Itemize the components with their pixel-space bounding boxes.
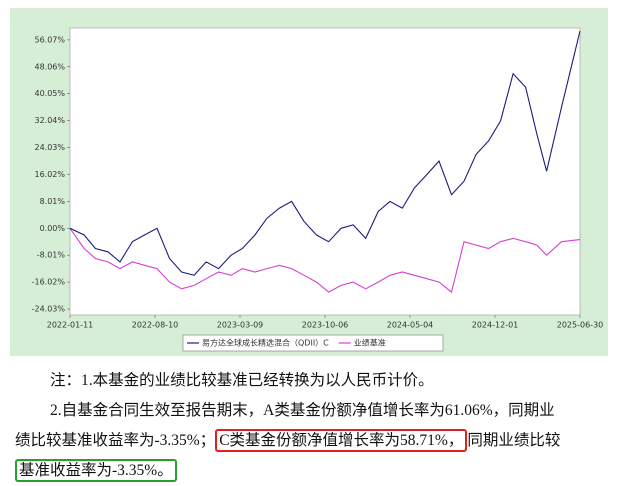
x-tick-label: 2023-03-09 [217,321,264,330]
x-tick-label: 2023-10-06 [302,321,349,330]
series-line [69,227,581,294]
y-tick-label: -24.03% [32,305,66,314]
note-line: 绩比较基准收益率为-3.35%； C类基金份额净值增长率为58.71%， 同期业绩比… [15,428,561,452]
series-line [69,30,581,276]
highlight-red: C类基金份额净值增长率为58.71%， [215,429,468,452]
note-text: 绩比较基准收益率为-3.35%； [15,432,216,449]
note-line: 基准收益率为-3.35%。 [15,458,177,482]
legend-label: 易方达全球成长精选混合（QDII）C [202,338,329,348]
legend-label: 业绩基准 [354,338,386,348]
y-tick-label: 48.06% [34,62,65,71]
chart: 56.07% 48.06% 40.05% 32.04% 24.03% 16.02% 8.01… [10,8,608,356]
x-tick-label: 2024-05-04 [387,321,434,330]
y-tick-label: -8.01% [37,251,66,260]
y-tick-label: 40.05% [34,89,65,98]
note-text: 同期业绩比较 [467,432,561,449]
y-tick-label: 32.04% [34,116,65,125]
highlight-green: 基准收益率为-3.35%。 [15,459,177,482]
y-tick-label: 56.07% [34,35,65,44]
plot-area [69,27,581,316]
y-tick-label: 0.00% [40,224,66,233]
x-tick-label: 2024-12-01 [472,321,519,330]
note-2: 2.自基金合同生效至报告期末，A类基金份额净值增长率为61.06%，同期业 [50,402,555,419]
x-tick-label: 2022-08-10 [132,321,179,330]
x-tick-label: 2022-01-11 [47,321,94,330]
y-tick-label: 8.01% [40,197,66,206]
legend-box [182,334,444,352]
x-tick-label: 2025-06-30 [557,321,604,330]
note-1: 注：1.本基金的业绩比较基准已经转换为以人民币计价。 [50,372,434,389]
y-tick-label: 24.03% [34,143,65,152]
y-tick-label: -16.02% [32,278,66,287]
y-tick-label: 16.02% [34,170,65,179]
